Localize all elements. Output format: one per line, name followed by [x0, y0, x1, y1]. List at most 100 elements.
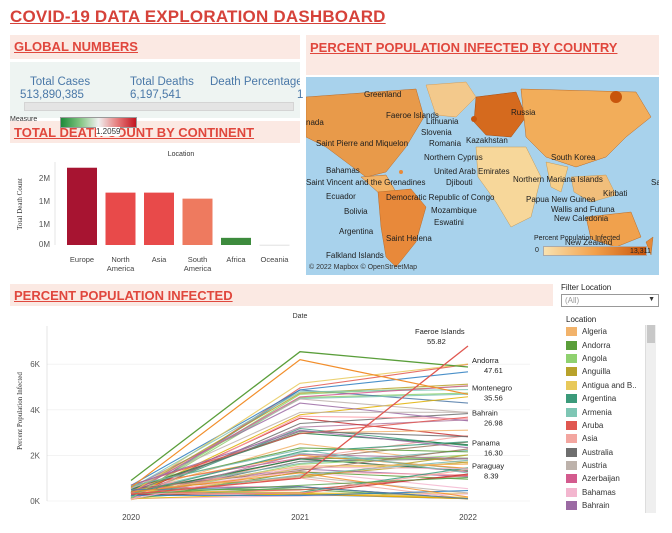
line-x-tick: 2021 — [291, 513, 309, 522]
line-annotation-value: 35.56 — [484, 393, 503, 402]
legend-swatch — [566, 407, 577, 417]
legend-swatch — [566, 380, 577, 390]
filter-location-dropdown[interactable]: (All) ▼ — [561, 294, 659, 307]
line-x-tick: 2020 — [122, 513, 140, 522]
country-line — [130, 371, 469, 486]
legend-item[interactable]: Argentina — [566, 392, 646, 405]
country-line — [130, 449, 469, 487]
legend-item[interactable]: Armenia — [566, 405, 646, 418]
map-label-uae: United Arab Emirates — [434, 167, 510, 176]
map-landmasses — [306, 81, 654, 268]
infected-line-chart: Date Percent Population Infected 6K 4K 2K 0K 2… — [16, 313, 530, 522]
location-legend-list: Algeria Andorra Angola Anguilla Antigua and … — [566, 325, 646, 512]
legend-swatch — [566, 420, 577, 430]
legend-item-label: Bahamas — [582, 487, 616, 497]
line-y-tick: 4K — [30, 406, 40, 415]
bar-x-tick: America — [184, 264, 212, 273]
location-legend-title: Location — [566, 315, 597, 324]
map-label-djibouti: Djibouti — [446, 178, 473, 187]
map-label-northern-cyprus: Northern Cyprus — [424, 153, 483, 162]
legend-swatch — [566, 367, 577, 377]
legend-item-label: Asia — [582, 434, 598, 444]
line-annotation-name: Paraguay — [472, 462, 504, 471]
map-label-sa: Sa — [651, 178, 659, 187]
india-shape — [545, 161, 569, 193]
bar-y-axis-label: Total Death Count — [16, 178, 24, 230]
line-annotation-name: Faeroe Islands — [415, 327, 465, 336]
death-percentage-value: 1 — [297, 89, 304, 101]
country-line — [130, 432, 469, 490]
map-legend-ramp — [543, 246, 647, 256]
south-america-shape — [377, 188, 427, 268]
line-chart-title: Date — [293, 313, 308, 320]
country-line — [130, 458, 469, 494]
line-annotation-name: Montenegro — [472, 383, 512, 392]
bar-y-tick: 1M — [39, 197, 50, 206]
total-cases-value: 513,890,385 — [20, 89, 84, 101]
legend-item[interactable]: Austria — [566, 459, 646, 472]
montenegro-line — [130, 359, 469, 488]
map-label-png: Papua New Guinea — [526, 195, 596, 204]
map-legend-max: 13,311 — [630, 248, 651, 255]
country-line — [130, 454, 469, 488]
legend-item[interactable]: Anguilla — [566, 365, 646, 378]
world-map[interactable]: Greenland Faeroe Islands Russia nada Lit… — [306, 77, 659, 275]
country-line — [130, 441, 469, 495]
line-y-tick: 2K — [30, 451, 40, 460]
bar — [67, 167, 97, 245]
legend-swatch — [566, 353, 577, 363]
legend-item-label: Armenia — [582, 407, 612, 417]
country-line — [130, 430, 469, 493]
legend-item[interactable]: Asia — [566, 432, 646, 445]
map-label-faeroe: Faeroe Islands — [386, 111, 439, 120]
country-line — [130, 476, 469, 495]
map-label-ecuador: Ecuador — [326, 192, 356, 201]
legend-item[interactable]: Algeria — [566, 325, 646, 338]
africa-shape — [475, 146, 542, 228]
map-label-lithuania: Lithuania — [426, 117, 459, 126]
legend-item[interactable]: Azerbaijan — [566, 472, 646, 485]
location-legend-scrollbar[interactable] — [645, 325, 656, 513]
island-marker-1 — [610, 91, 622, 103]
dashboard-title: COVID-19 DATA EXPLORATION DASHBOARD — [10, 7, 386, 26]
map-label-bolivia: Bolivia — [344, 207, 368, 216]
legend-item[interactable]: Bahrain — [566, 499, 646, 512]
line-y-axis-label: Percent Population Infected — [16, 372, 24, 450]
legend-item[interactable]: Andorra — [566, 338, 646, 351]
legend-item[interactable]: Antigua and B.. — [566, 379, 646, 392]
map-label-drc: Democratic Republic of Congo — [386, 193, 495, 202]
legend-item[interactable]: Aruba — [566, 419, 646, 432]
bar-x-tick: America — [107, 264, 135, 273]
north-america-shape — [306, 88, 425, 178]
legend-swatch — [566, 340, 577, 350]
legend-item[interactable]: Angola — [566, 352, 646, 365]
country-line — [130, 469, 469, 494]
bar-x-tick: Europe — [70, 255, 94, 264]
legend-item-label: Australia — [582, 447, 614, 457]
map-label-new-caledonia: New Caledonia — [554, 214, 609, 223]
map-label-greenland: Greenland — [364, 90, 402, 99]
map-label-kazakhstan: Kazakhstan — [466, 136, 508, 145]
map-legend-min: 0 — [535, 247, 539, 254]
island-marker-3 — [399, 170, 403, 174]
legend-item-label: Algeria — [582, 327, 607, 337]
legend-item-label: Angola — [582, 353, 607, 363]
measure-legend-label: Measure — [10, 116, 38, 123]
legend-item[interactable]: Australia — [566, 446, 646, 459]
global-numbers-scrollbar[interactable] — [24, 102, 294, 111]
bar-x-tick: Africa — [226, 255, 246, 264]
map-label-russia: Russia — [511, 108, 536, 117]
se-asia-shape — [570, 174, 617, 203]
legend-item[interactable]: Bahamas — [566, 486, 646, 499]
legend-swatch — [566, 501, 577, 511]
scrollbar-thumb[interactable] — [647, 325, 655, 343]
map-label-falkland: Falkland Islands — [326, 251, 384, 260]
total-deaths-value: 6,197,541 — [130, 89, 182, 101]
legend-item-label: Argentina — [582, 394, 617, 404]
line-annotation-name: Bahrain — [472, 408, 498, 417]
legend-item-label: Aruba — [582, 420, 604, 430]
country-line — [130, 413, 469, 499]
map-label-saint-pierre: Saint Pierre and Miquelon — [316, 139, 409, 148]
legend-swatch — [566, 434, 577, 444]
bar-x-tick: North — [111, 255, 129, 264]
